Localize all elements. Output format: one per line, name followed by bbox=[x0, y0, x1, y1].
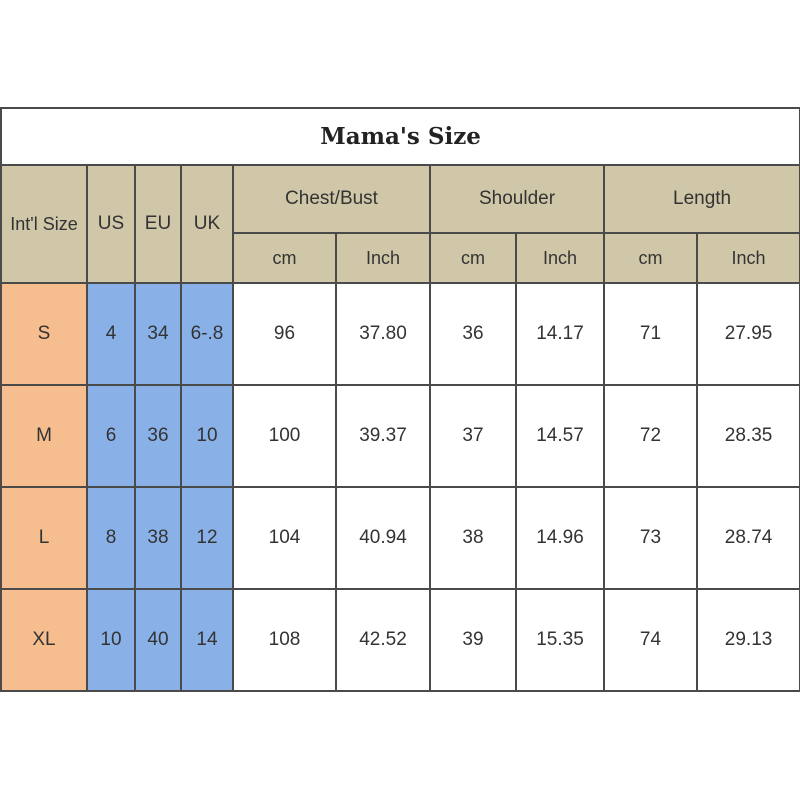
cell-shoulder-cm: 37 bbox=[429, 384, 517, 488]
cell-length-cm: 71 bbox=[603, 282, 698, 386]
header-intl-size: Int'l Size bbox=[0, 164, 88, 284]
unit-row: cm Inch cm Inch cm Inch bbox=[1, 232, 800, 284]
cell-length-cm: 74 bbox=[603, 588, 698, 692]
bottom-margin bbox=[0, 694, 800, 702]
cell-size: M bbox=[0, 384, 88, 488]
cell-length-cm: 72 bbox=[603, 384, 698, 488]
cell-eu: 36 bbox=[134, 384, 182, 488]
header-uk: UK bbox=[180, 164, 234, 284]
cell-uk: 6-.8 bbox=[180, 282, 234, 386]
cell-chest-cm: 100 bbox=[232, 384, 337, 488]
cell-chest-inch: 40.94 bbox=[335, 486, 431, 590]
table-row: S 4 34 6-.8 96 37.80 36 14.17 71 27.95 bbox=[0, 282, 800, 386]
cell-chest-cm: 96 bbox=[232, 282, 337, 386]
cell-eu: 34 bbox=[134, 282, 182, 386]
cell-us: 6 bbox=[86, 384, 136, 488]
unit-shoulder-cm: cm bbox=[429, 232, 517, 284]
unit-length-inch: Inch bbox=[695, 232, 800, 284]
cell-uk: 14 bbox=[180, 588, 234, 692]
table-row: XL 10 40 14 108 42.52 39 15.35 74 29.13 bbox=[0, 588, 800, 692]
header-shoulder: Shoulder bbox=[429, 164, 605, 234]
cell-chest-inch: 37.80 bbox=[335, 282, 431, 386]
cell-size: L bbox=[0, 486, 88, 590]
header-chest: Chest/Bust bbox=[232, 164, 431, 234]
unit-chest-cm: cm bbox=[232, 232, 337, 284]
cell-uk: 10 bbox=[180, 384, 234, 488]
cell-length-inch: 28.74 bbox=[695, 486, 800, 590]
cell-chest-cm: 108 bbox=[232, 588, 337, 692]
header-eu: EU bbox=[134, 164, 182, 284]
cell-shoulder-inch: 14.17 bbox=[515, 282, 605, 386]
cell-eu: 38 bbox=[134, 486, 182, 590]
cell-shoulder-cm: 39 bbox=[429, 588, 517, 692]
table-row: L 8 38 12 104 40.94 38 14.96 73 28.74 bbox=[0, 486, 800, 590]
size-chart-table: Mama's Size Int'l Size US EU UK Chest/Bu… bbox=[0, 107, 800, 692]
cell-size: S bbox=[0, 282, 88, 386]
cell-length-inch: 27.95 bbox=[695, 282, 800, 386]
cell-shoulder-cm: 38 bbox=[429, 486, 517, 590]
unit-length-cm: cm bbox=[603, 232, 698, 284]
cell-shoulder-inch: 14.96 bbox=[515, 486, 605, 590]
cell-chest-cm: 104 bbox=[232, 486, 337, 590]
cell-chest-inch: 39.37 bbox=[335, 384, 431, 488]
title-row: Mama's Size bbox=[0, 107, 800, 166]
cell-length-cm: 73 bbox=[603, 486, 698, 590]
header-length: Length bbox=[602, 164, 800, 234]
cell-length-inch: 29.13 bbox=[695, 588, 800, 692]
cell-shoulder-cm: 36 bbox=[429, 282, 517, 386]
table-row: M 6 36 10 100 39.37 37 14.57 72 28.35 bbox=[0, 384, 800, 488]
header-row: Int'l Size US EU UK Chest/Bust Shoulder … bbox=[0, 164, 800, 284]
cell-us: 10 bbox=[86, 588, 136, 692]
cell-us: 8 bbox=[86, 486, 136, 590]
cell-uk: 12 bbox=[180, 486, 234, 590]
cell-size: XL bbox=[0, 588, 88, 692]
header-us: US bbox=[86, 164, 136, 284]
cell-chest-inch: 42.52 bbox=[335, 588, 431, 692]
cell-length-inch: 28.35 bbox=[695, 384, 800, 488]
cell-shoulder-inch: 15.35 bbox=[515, 588, 605, 692]
table-title: Mama's Size bbox=[0, 107, 800, 166]
cell-shoulder-inch: 14.57 bbox=[515, 384, 605, 488]
unit-chest-inch: Inch bbox=[335, 232, 431, 284]
unit-shoulder-inch: Inch bbox=[515, 232, 605, 284]
cell-us: 4 bbox=[86, 282, 136, 386]
cell-eu: 40 bbox=[134, 588, 182, 692]
